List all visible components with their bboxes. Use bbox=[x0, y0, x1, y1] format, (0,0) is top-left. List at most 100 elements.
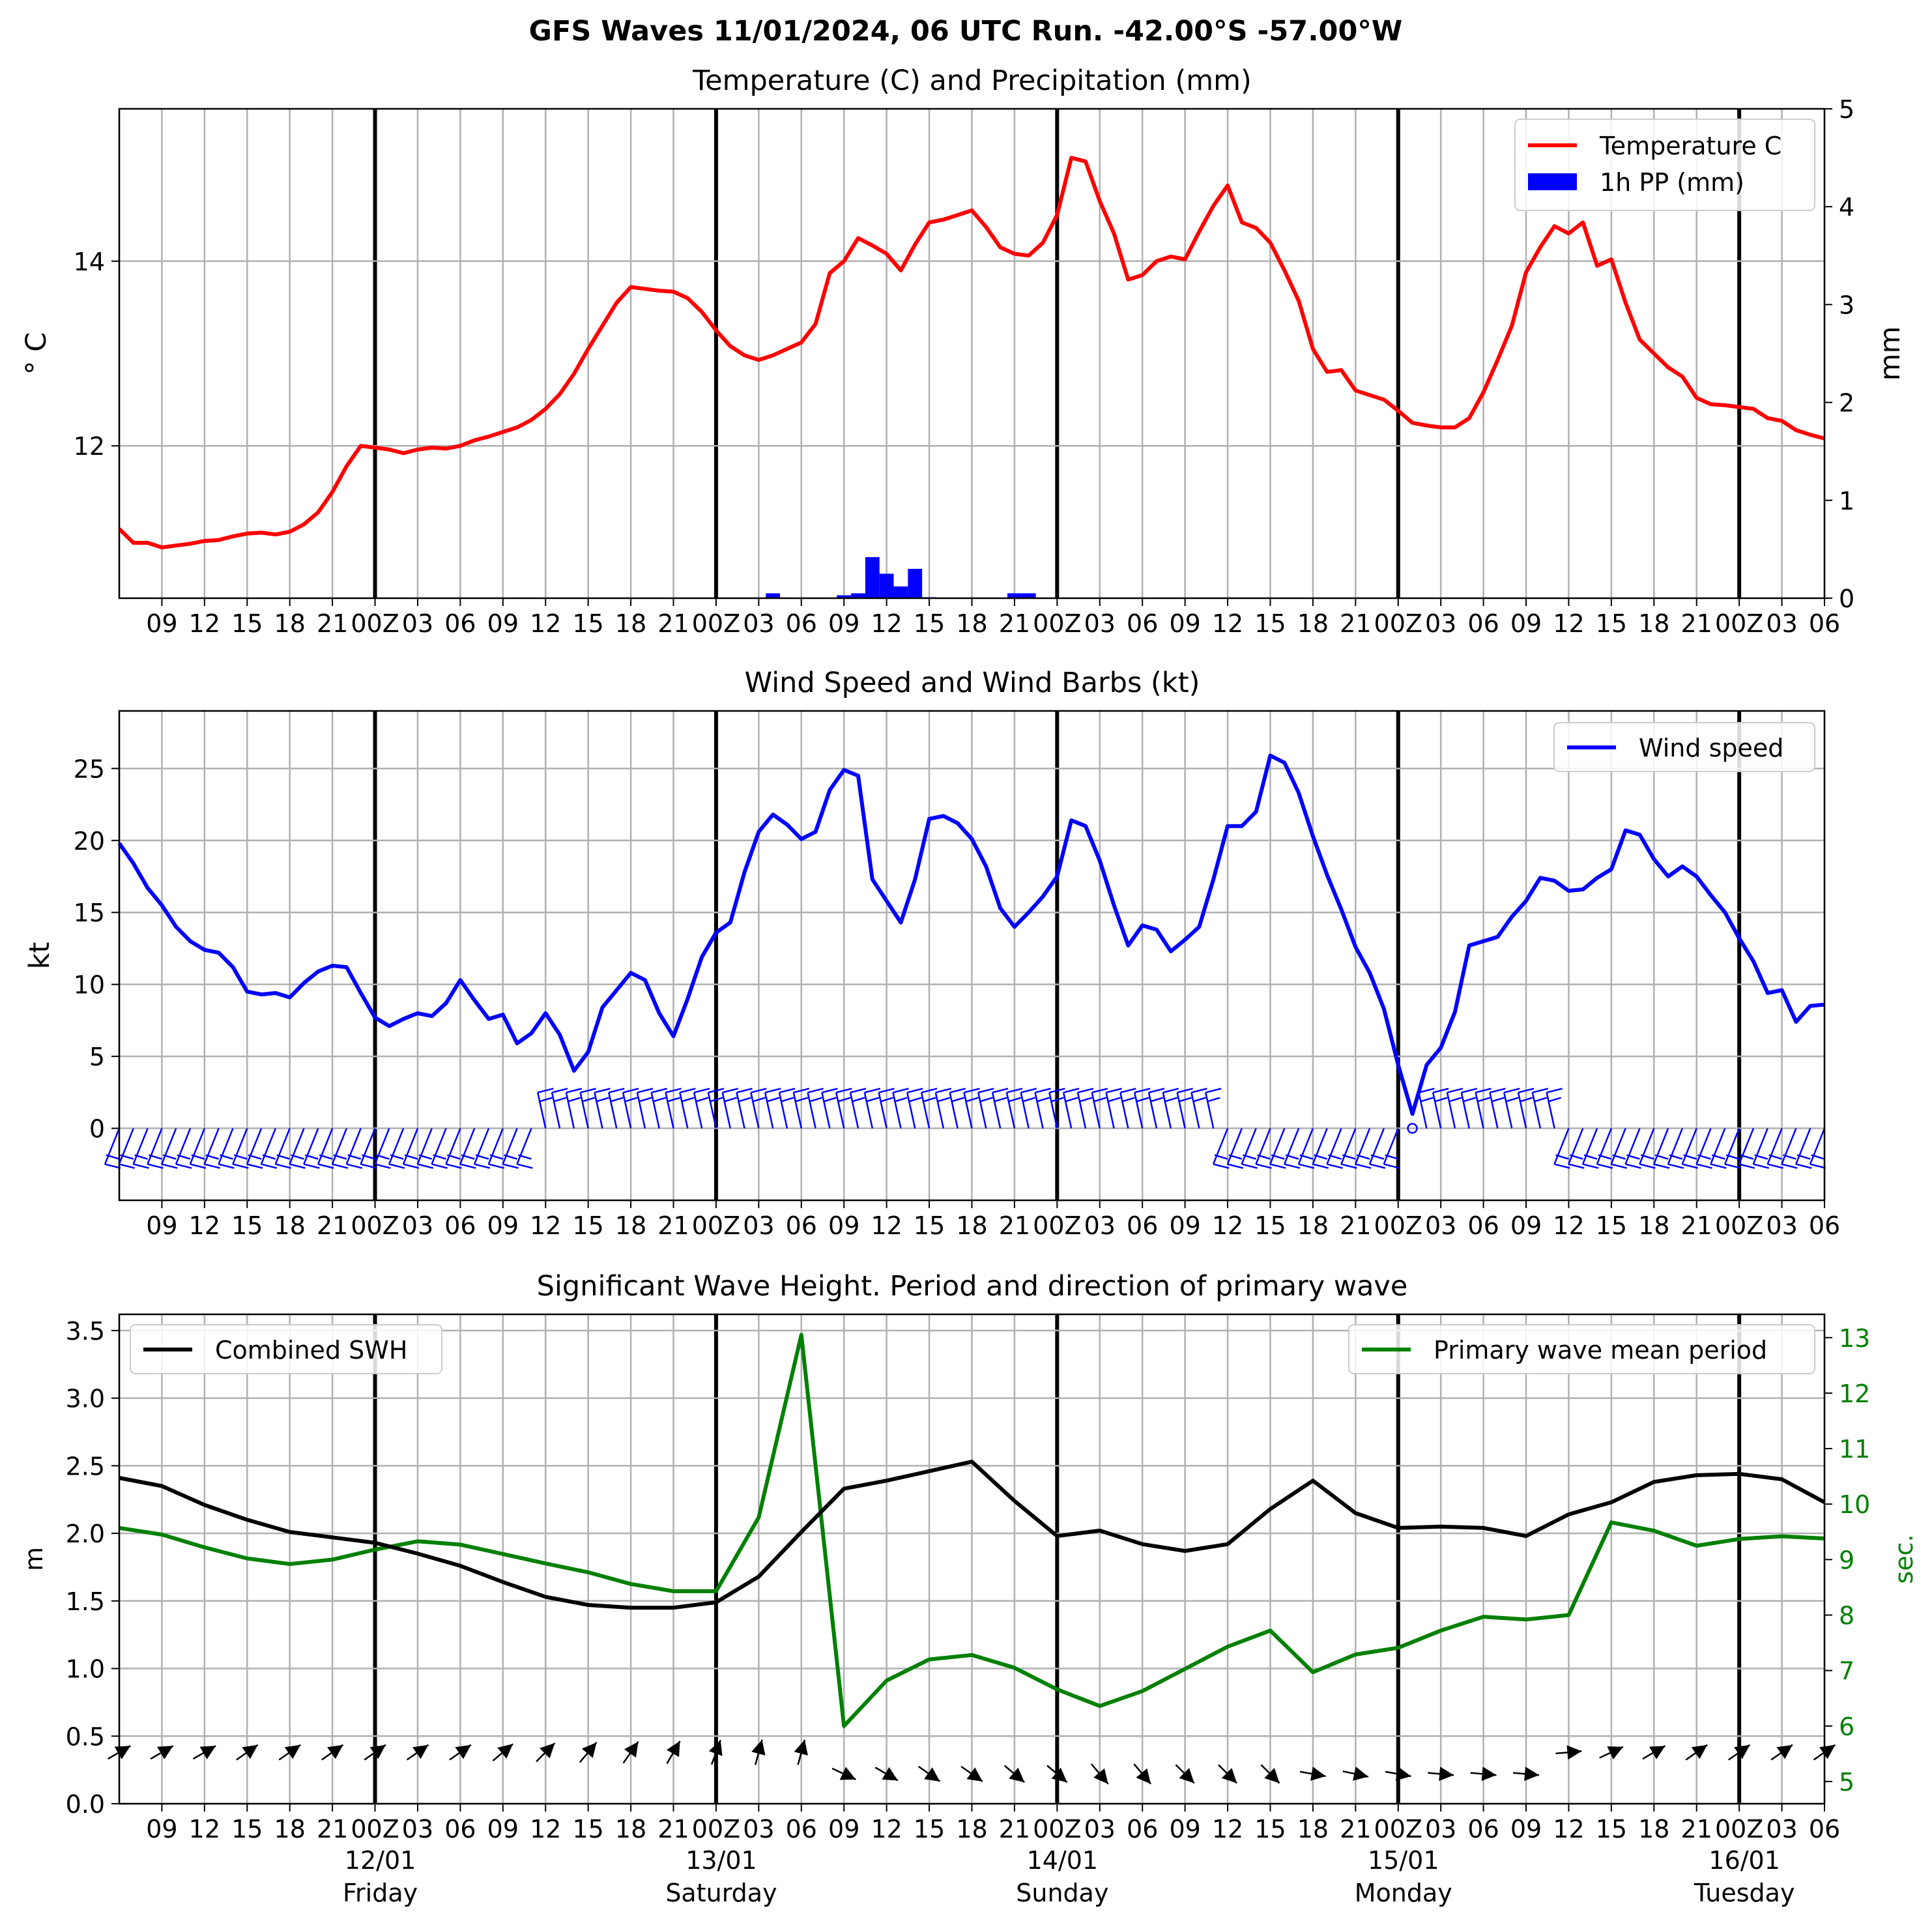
wind-barb-stroke bbox=[1625, 1163, 1641, 1169]
wind-barb-stroke bbox=[1581, 1128, 1598, 1165]
wind-barb bbox=[835, 1088, 852, 1129]
wind-barb-stroke bbox=[1147, 1092, 1158, 1129]
x-tick-label: 00Z bbox=[351, 609, 399, 638]
wind-barb-stroke bbox=[1091, 1092, 1101, 1129]
wind-barb-stroke bbox=[1006, 1088, 1023, 1093]
wind-barb-stroke bbox=[346, 1163, 363, 1169]
x-tick-label: 03 bbox=[743, 609, 774, 638]
wind-barb-stroke bbox=[537, 1088, 554, 1093]
wind-barb-stroke bbox=[1107, 1097, 1121, 1103]
x-tick-label: 03 bbox=[1425, 609, 1456, 638]
y-right-axis-label: sec. bbox=[1890, 1534, 1918, 1583]
wind-barb bbox=[516, 1128, 533, 1169]
x-tick-label: 06 bbox=[1127, 1211, 1158, 1240]
wind-barb-stroke bbox=[189, 1128, 206, 1165]
wind-barb-stroke bbox=[402, 1128, 419, 1165]
x-tick-label: 18 bbox=[1297, 1815, 1329, 1843]
legend-temperature-label: Temperature C bbox=[1599, 132, 1781, 160]
y-tick-label: 5 bbox=[89, 1043, 105, 1071]
wave-arrow-head bbox=[327, 1744, 343, 1759]
x-tick-label: 15 bbox=[231, 1815, 263, 1843]
wind-barb bbox=[963, 1088, 980, 1129]
wind-barb-stroke bbox=[1462, 1097, 1477, 1103]
wind-barb bbox=[445, 1128, 462, 1169]
wind-barb bbox=[1048, 1088, 1065, 1129]
wave-arrow-head bbox=[1221, 1768, 1237, 1784]
wind-barb-stroke bbox=[1596, 1128, 1613, 1165]
wind-barb-stroke bbox=[1738, 1128, 1755, 1165]
wave-direction-arrow bbox=[1175, 1764, 1195, 1784]
wave-direction-arrow bbox=[1555, 1745, 1582, 1760]
wind-barb-stroke bbox=[894, 1097, 908, 1103]
wave-arrow-head bbox=[1607, 1746, 1624, 1759]
x-tick-label: 00Z bbox=[1374, 1211, 1422, 1240]
x-tick-label: 00Z bbox=[351, 1211, 399, 1240]
legend-box bbox=[1348, 1324, 1815, 1374]
wave-direction-arrow bbox=[708, 1739, 723, 1765]
wind-barb-stroke bbox=[1517, 1092, 1527, 1129]
wind-barb bbox=[1766, 1128, 1783, 1169]
wind-barb-stroke bbox=[175, 1128, 192, 1165]
day-name-label: Monday bbox=[1355, 1879, 1452, 1907]
legend-precip-label: 1h PP (mm) bbox=[1600, 168, 1744, 197]
y-right-tick-label: 0 bbox=[1839, 585, 1854, 613]
y-right-tick-label: 5 bbox=[1839, 95, 1854, 124]
wind-barb bbox=[1076, 1088, 1094, 1129]
wave-arrow-head bbox=[1649, 1746, 1665, 1759]
wind-panel: 09 12 15 18 21 00Z 03 06 09 12 15 18 21 00Z 03 06 09 12 15… bbox=[23, 667, 1840, 1240]
wind-barb-stroke bbox=[1205, 1088, 1222, 1093]
x-tick-label: 15 bbox=[914, 1211, 945, 1240]
wind-barb bbox=[118, 1128, 136, 1169]
wind-barb-stroke bbox=[1475, 1092, 1484, 1129]
wind-barb-stroke bbox=[1696, 1163, 1712, 1169]
wind-barb bbox=[1652, 1128, 1670, 1169]
wind-barb-stroke bbox=[1135, 1097, 1149, 1103]
wind-barb-stroke bbox=[793, 1088, 810, 1093]
wind-barb-stroke bbox=[920, 1092, 930, 1129]
y-tick-label: 0.5 bbox=[66, 1722, 105, 1751]
wind-barb bbox=[1738, 1128, 1755, 1169]
wind-barb-stroke bbox=[1327, 1163, 1343, 1169]
x-tick-label: 12 bbox=[189, 1815, 220, 1843]
wind-barb-stroke bbox=[849, 1092, 859, 1129]
wind-barb-stroke bbox=[979, 1097, 993, 1103]
x-tick-label: 18 bbox=[615, 1815, 646, 1843]
legend-wind-label: Wind speed bbox=[1639, 734, 1783, 762]
wind-barb-stroke bbox=[1326, 1128, 1342, 1165]
wind-barb-stroke bbox=[1752, 1128, 1768, 1165]
wave-arrow-head bbox=[284, 1744, 301, 1759]
wave-arrow-head bbox=[1439, 1767, 1454, 1782]
wind-barb-stroke bbox=[1020, 1088, 1037, 1093]
wind-barb-stroke bbox=[319, 1154, 333, 1160]
x-tick-label: 09 bbox=[487, 1815, 519, 1843]
wind-barb-stroke bbox=[218, 1128, 234, 1165]
y-right-tick-label: 1 bbox=[1839, 487, 1854, 515]
wind-barb-stroke bbox=[778, 1092, 788, 1129]
x-tick-label: 18 bbox=[956, 1211, 987, 1240]
wind-barb-stroke bbox=[246, 1128, 263, 1165]
wind-barb bbox=[104, 1128, 121, 1169]
wind-barb-stroke bbox=[1383, 1128, 1399, 1165]
wind-barb bbox=[487, 1128, 505, 1169]
wave-direction-arrow bbox=[236, 1744, 259, 1761]
x-tick-label: 12 bbox=[530, 1815, 561, 1843]
wind-barb-stroke bbox=[1809, 1163, 1826, 1169]
y-axis-label: kt bbox=[23, 942, 56, 970]
wind-barb-stroke bbox=[1419, 1088, 1435, 1093]
wind-barb-stroke bbox=[1341, 1163, 1357, 1169]
wind-barb bbox=[1212, 1128, 1230, 1169]
wave-arrow-head bbox=[1734, 1744, 1750, 1759]
y-right-tick-label: 4 bbox=[1839, 193, 1854, 222]
x-tick-label: 03 bbox=[743, 1211, 774, 1240]
wind-barb-stroke bbox=[594, 1088, 611, 1093]
wave-direction-arrow bbox=[364, 1744, 386, 1761]
wave-direction-arrow bbox=[1003, 1765, 1026, 1784]
wind-barb bbox=[1489, 1088, 1506, 1129]
wind-barb bbox=[274, 1128, 292, 1169]
wind-barb bbox=[1119, 1088, 1136, 1129]
wave-arrow-head bbox=[369, 1744, 386, 1759]
wave-direction-arrow bbox=[1090, 1763, 1109, 1785]
precip-bar bbox=[851, 593, 865, 598]
x-tick-label: 21 bbox=[1340, 609, 1371, 638]
wind-barb-stroke bbox=[823, 1097, 837, 1103]
